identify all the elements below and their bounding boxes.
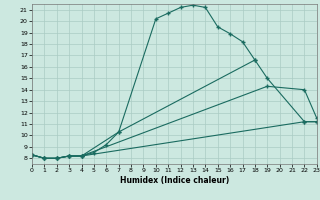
X-axis label: Humidex (Indice chaleur): Humidex (Indice chaleur) xyxy=(120,176,229,185)
